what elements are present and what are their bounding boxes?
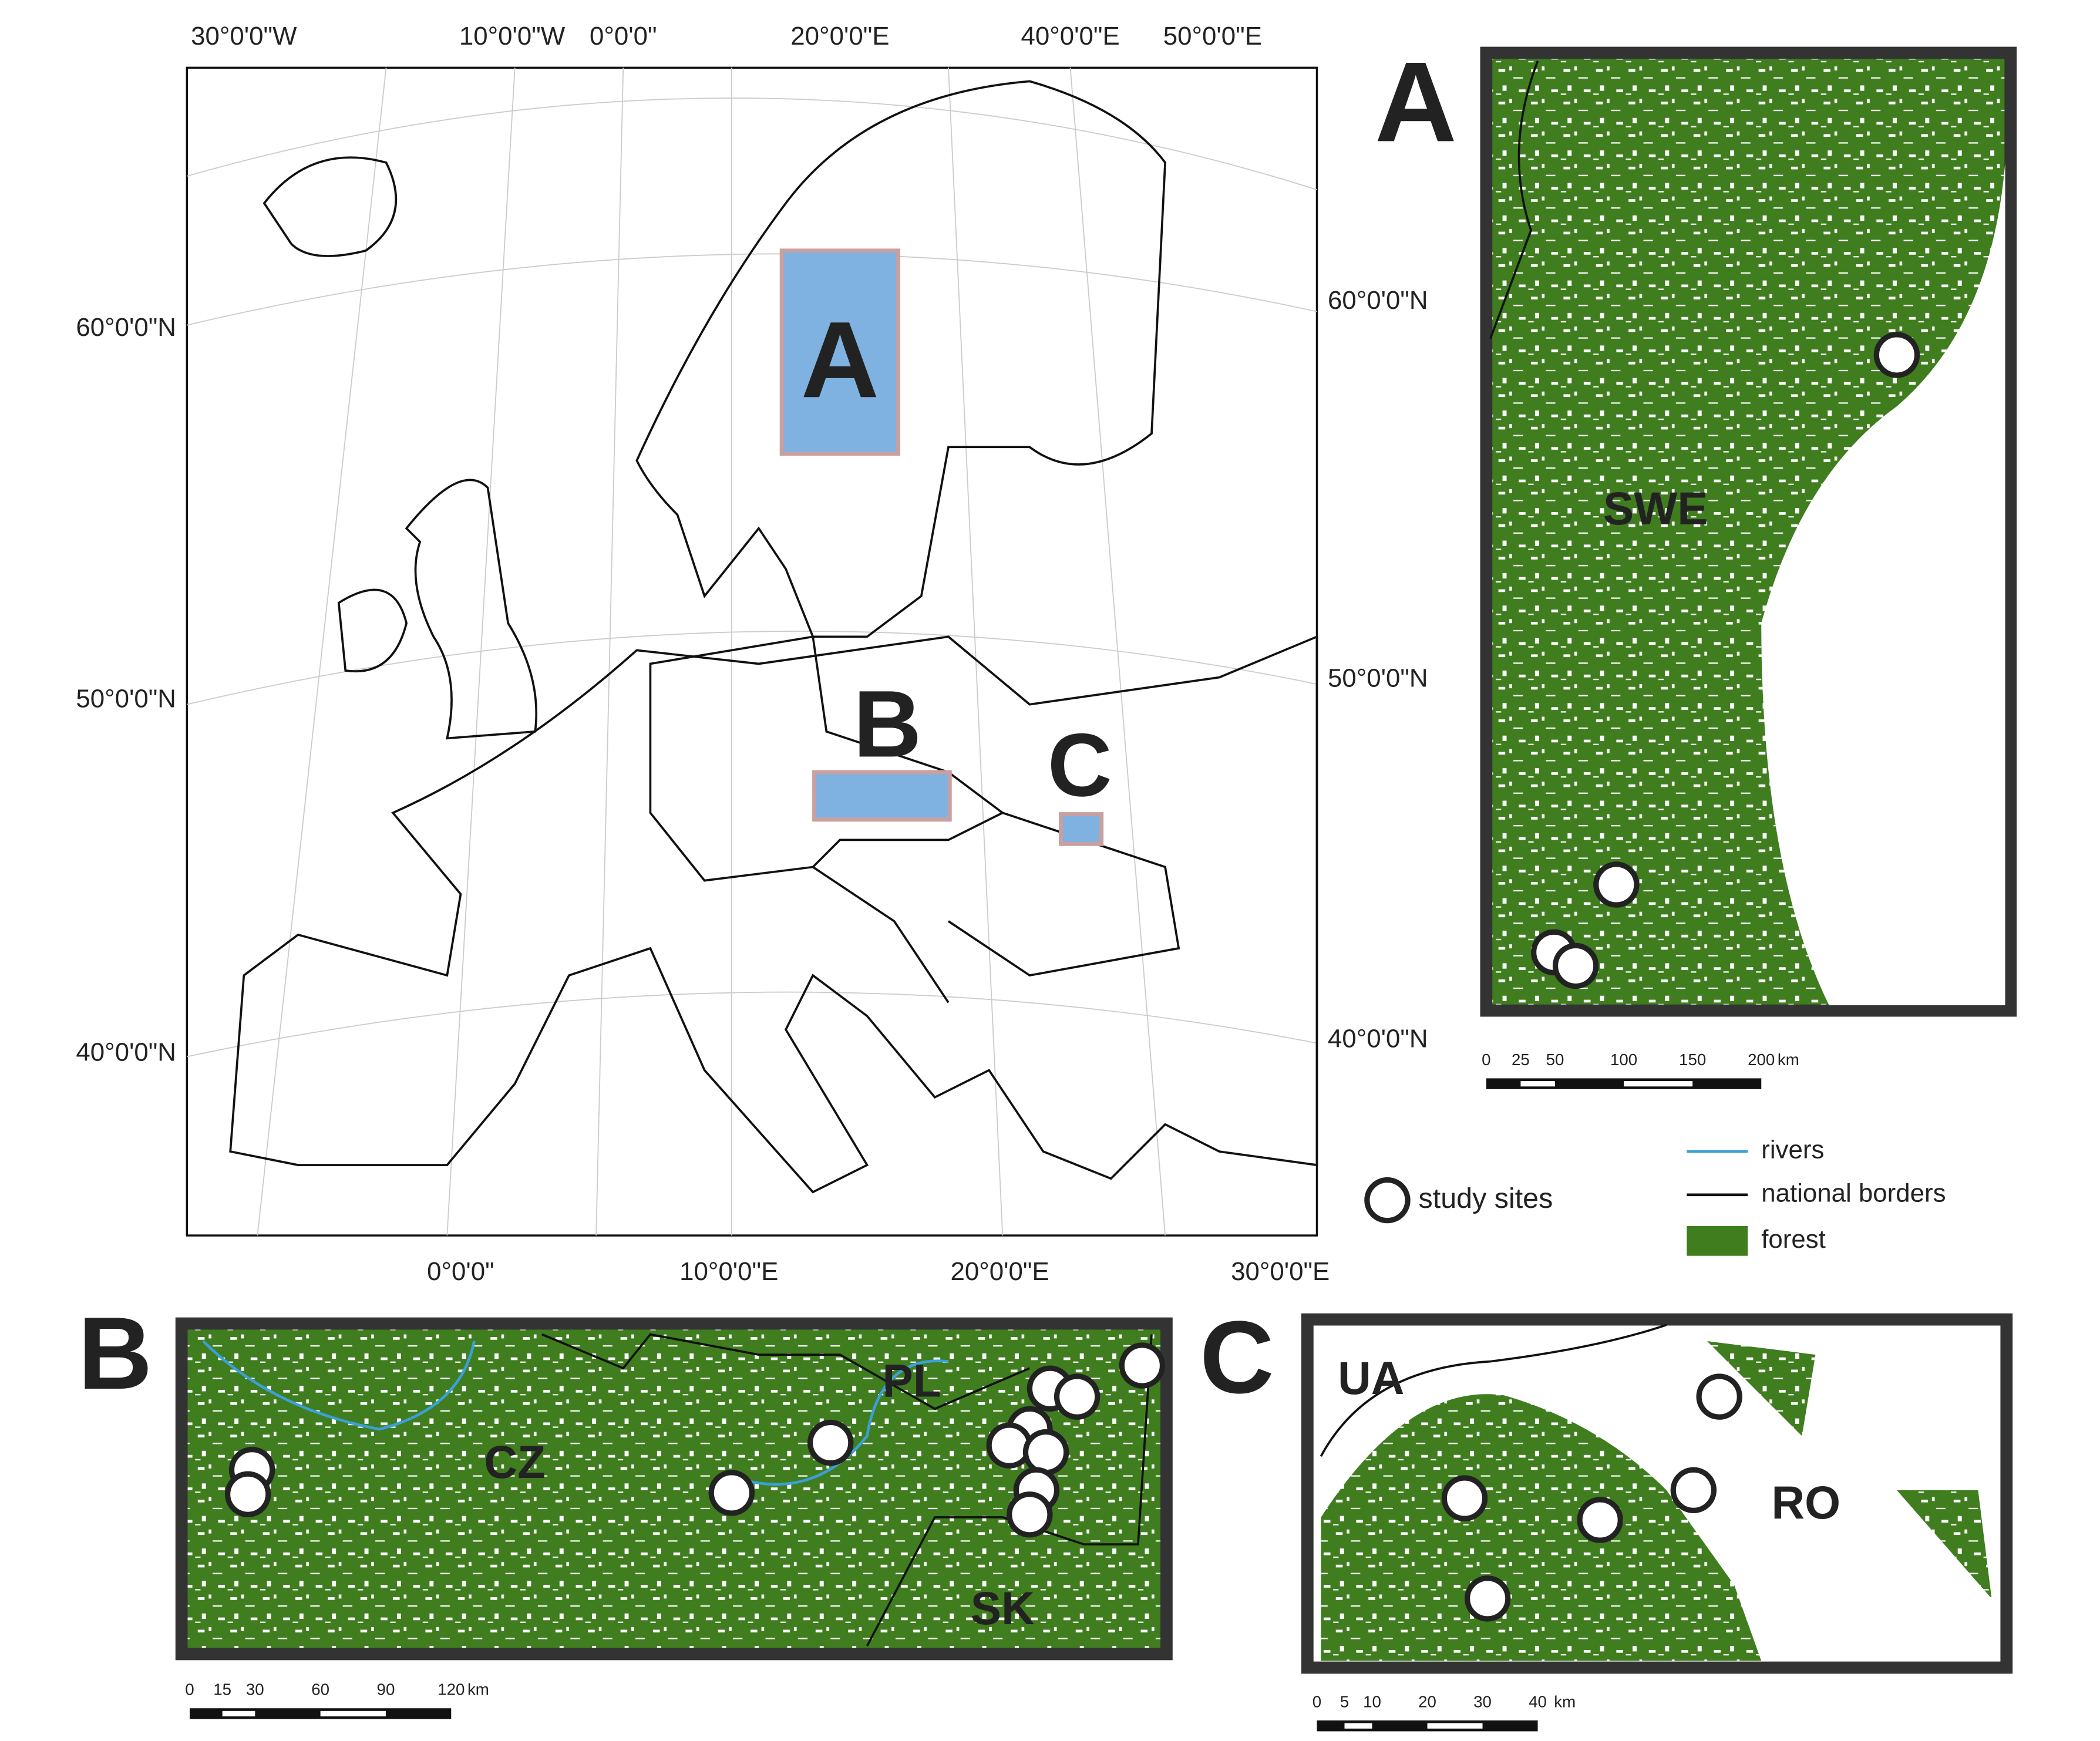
scale-label: 200: [1748, 1050, 1775, 1069]
scandinavia: [635, 80, 1166, 638]
region-label: PL: [883, 1355, 941, 1407]
ireland: [337, 588, 408, 673]
graticule-label: 20°0'0"E: [790, 22, 889, 50]
scale-label: 90: [377, 1681, 395, 1699]
iceland: [262, 156, 398, 257]
study-site: [1696, 1373, 1742, 1420]
graticule-label: 40°0'0"E: [1021, 22, 1120, 50]
legend-label: rivers: [1761, 1136, 1824, 1164]
border-c: [1320, 1324, 1667, 1457]
scale-segment: [1520, 1081, 1555, 1087]
coastlines: [229, 80, 1318, 1194]
graticule-label: 50°0'0"N: [76, 684, 176, 713]
study-site: [708, 1470, 755, 1516]
scale-label: 0: [1312, 1692, 1321, 1710]
scale-label: 25: [1512, 1050, 1530, 1069]
scale-label: 30: [1473, 1692, 1492, 1710]
scale-label: 0: [185, 1681, 194, 1699]
panel-letter: C: [1200, 1300, 1274, 1415]
study-site: [1670, 1467, 1717, 1514]
graticule-label: 30°0'0"E: [1231, 1257, 1330, 1286]
study-site: [986, 1422, 1033, 1469]
study-site: [1022, 1429, 1069, 1476]
scale-label: 10: [1363, 1692, 1381, 1710]
region-label: CZ: [484, 1436, 546, 1488]
region-label: RO: [1772, 1477, 1841, 1528]
scale-segment: [1427, 1723, 1483, 1729]
box-c: [1058, 812, 1104, 846]
scale-unit: km: [1778, 1050, 1799, 1069]
graticule-label: 50°0'0"N: [1328, 664, 1428, 693]
scale-label: 0: [1482, 1050, 1490, 1069]
graticule-label: 10°0'0"W: [459, 22, 566, 50]
graticule-label: 0°0'0": [427, 1257, 494, 1286]
study-site: [1464, 1575, 1511, 1622]
study-site: [1441, 1475, 1488, 1521]
graticule: [187, 68, 1317, 1236]
study-sites: [224, 332, 1920, 1622]
border-a: [1489, 60, 1539, 339]
main-map-frame: [186, 66, 1318, 1237]
graticule-label: 20°0'0"E: [951, 1257, 1049, 1286]
scale-label: 5: [1340, 1692, 1349, 1710]
graticule-label: 40°0'0"N: [1328, 1024, 1428, 1053]
study-site: [224, 1471, 271, 1517]
box-label: B: [853, 671, 922, 777]
panel-letter: A: [1375, 39, 1457, 166]
borders: [649, 635, 1180, 1003]
legend-label: study sites: [1419, 1183, 1553, 1214]
graticule-label: 60°0'0"N: [1328, 286, 1428, 315]
study-site: [1593, 861, 1640, 908]
scale-segment: [222, 1710, 255, 1717]
legend-forest-swatch: [1687, 1225, 1748, 1256]
legend-site-swatch: [1364, 1177, 1411, 1224]
scale-label: 20: [1418, 1692, 1436, 1710]
box-label: A: [801, 299, 879, 420]
region-label: SWE: [1603, 483, 1708, 534]
scale-label: 50: [1546, 1050, 1564, 1069]
study-site: [807, 1419, 854, 1466]
region-label: UA: [1338, 1352, 1404, 1404]
study-site: [1054, 1373, 1101, 1420]
meridians: [257, 68, 1166, 1236]
scale-label: 100: [1610, 1050, 1637, 1069]
graticule-label: 0°0'0": [590, 22, 657, 50]
parallels: [187, 97, 1317, 1058]
graticule-label: 60°0'0"N: [76, 313, 176, 342]
legend-label: national borders: [1761, 1178, 1946, 1207]
scale-label: 15: [213, 1681, 231, 1699]
box-b: [812, 770, 952, 822]
study-site: [1552, 942, 1599, 989]
scale-segment: [1624, 1081, 1693, 1087]
legend-label: forest: [1761, 1225, 1826, 1254]
study-site: [1577, 1497, 1623, 1543]
box-label: C: [1048, 715, 1112, 815]
scale-label: 30: [246, 1681, 264, 1699]
scale-label: 60: [311, 1681, 329, 1699]
graticule-label: 50°0'0"E: [1163, 22, 1262, 50]
study-site: [1007, 1491, 1053, 1538]
box-a: [779, 248, 901, 456]
scale-unit: km: [467, 1681, 489, 1699]
rivers-b: [202, 1340, 949, 1486]
graticule-label: 10°0'0"E: [679, 1257, 778, 1286]
scale-unit: km: [1554, 1692, 1576, 1710]
scale-segment: [1344, 1723, 1372, 1729]
scale-segment: [320, 1710, 386, 1717]
continent: [229, 635, 1318, 1194]
study-site: [1119, 1342, 1166, 1389]
scale-label: 150: [1679, 1050, 1706, 1069]
region-label: SK: [971, 1582, 1035, 1634]
panel-b-frame: [175, 1317, 1173, 1661]
scale-label: 120: [438, 1681, 465, 1699]
panel-letter: B: [78, 1296, 153, 1411]
scale-label: 40: [1529, 1692, 1547, 1710]
sea-a: [1761, 162, 2005, 1005]
graticule-label: 40°0'0"N: [76, 1038, 176, 1066]
graticule-label: 30°0'0"W: [191, 22, 297, 50]
study-site: [1873, 332, 1920, 378]
